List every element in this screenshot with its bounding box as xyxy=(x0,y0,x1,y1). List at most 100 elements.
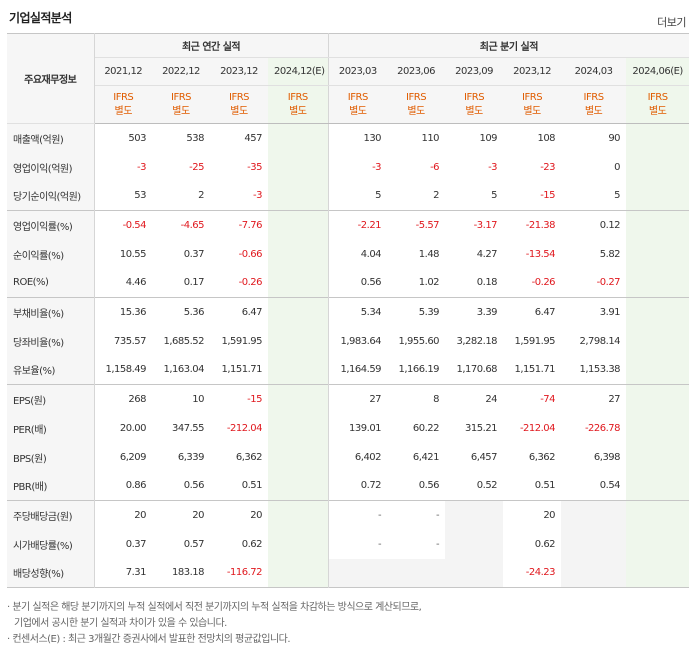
ifrs-type-label: 별도 xyxy=(349,105,367,117)
table-row: 부채비율(%) 15.36 5.36 6.47 5.34 5.39 3.39 6.47 3.91 xyxy=(7,297,690,327)
table-cell: 0.17 xyxy=(183,277,205,289)
table-cell: - xyxy=(327,500,388,530)
ifrs-badge: IFRS 별도 xyxy=(445,85,504,124)
table-cell: -23 xyxy=(540,161,556,173)
table-cell xyxy=(561,500,627,530)
table-cell: 130 xyxy=(327,123,388,153)
row-label: 부채비율(%) xyxy=(7,297,95,327)
table-cell: 0.54 xyxy=(599,480,621,492)
ifrs-badge: IFRS 별도 xyxy=(327,85,388,124)
table-cell: 503 xyxy=(128,132,146,144)
period-header: 2021,12 xyxy=(94,57,152,86)
table-cell: -0.54 xyxy=(94,210,152,240)
table-cell xyxy=(626,471,690,501)
row-label: 시가배당률(%) xyxy=(7,529,95,559)
table-cell xyxy=(626,326,690,356)
table-row: 순이익률(%) 10.55 0.37 -0.66 4.04 1.48 4.27 -13.54 5… xyxy=(7,239,690,269)
table-cell: -7.76 xyxy=(210,210,268,240)
table-cell: 6.47 xyxy=(503,297,562,327)
more-link[interactable]: 더보기 xyxy=(657,16,686,29)
table-cell xyxy=(327,558,388,588)
table-cell: 6.47 xyxy=(210,297,268,327)
table-cell xyxy=(626,500,690,530)
table-cell xyxy=(268,442,329,472)
table-cell xyxy=(268,326,329,356)
table-cell: 6,339 xyxy=(177,451,205,463)
row-label: EPS(원) xyxy=(7,384,95,414)
table-cell xyxy=(626,123,690,153)
table-cell: 0.56 xyxy=(183,480,205,492)
table-row: 당좌비율(%) 735.57 1,685.52 1,591.95 1,983.64 1,9… xyxy=(7,326,690,356)
table-cell: -6 xyxy=(430,161,440,173)
table-cell: -3 xyxy=(327,152,388,182)
quarter-group-header: 최근 분기 실적 xyxy=(327,33,690,58)
period-header: 2024,12(E) xyxy=(268,57,329,86)
table-cell: 0.18 xyxy=(476,277,498,289)
table-row: 매출액(억원) 503 538 457 130 110 109 108 90 xyxy=(7,123,690,153)
table-cell: 6,362 xyxy=(235,451,263,463)
ifrs-label: IFRS xyxy=(522,91,543,103)
table-row: 유보율(%) 1,158.49 1,163.04 1,151.71 1,164.59 1,… xyxy=(7,355,690,385)
table-cell: 6,398 xyxy=(593,451,621,463)
table-cell xyxy=(268,123,329,153)
table-cell: -15 xyxy=(210,384,268,414)
ifrs-label: IFRS xyxy=(464,91,485,103)
ifrs-label: IFRS xyxy=(347,91,368,103)
period-header: 2023,12 xyxy=(503,57,562,86)
table-cell xyxy=(268,210,329,240)
table-cell: 1.48 xyxy=(418,248,440,260)
table-cell: 8 xyxy=(387,384,446,414)
table-cell: 109 xyxy=(479,132,498,144)
table-row: 당기순이익(억원) 53 2 -3 5 2 5 -15 5 xyxy=(7,181,690,211)
table-cell xyxy=(626,413,690,443)
table-row: PER(배) 20.00 347.55 -212.04 139.01 60.22 315.2… xyxy=(7,413,690,443)
ifrs-badge: IFRS 별도 xyxy=(561,85,627,124)
table-cell: - xyxy=(387,500,446,530)
ifrs-type-label: 별도 xyxy=(407,105,425,117)
financial-table: 주요재무정보 최근 연간 실적 최근 분기 실적 2021,12 2022,12 2… xyxy=(7,33,690,588)
table-cell: 0.12 xyxy=(561,210,627,240)
table-row: 영업이익(억원) -3 -25 -35 -3 -6 -3 -23 0 xyxy=(7,152,690,182)
table-cell: 0.37 xyxy=(183,248,205,260)
ifrs-type-label: 별도 xyxy=(648,105,667,117)
table-cell xyxy=(268,471,329,501)
table-row: 영업이익률(%) -0.54 -4.65 -7.76 -2.21 -5.57 -3.17 -2… xyxy=(7,210,690,240)
table-cell: 5 xyxy=(614,190,621,202)
table-cell xyxy=(268,152,329,182)
table-cell: 0.52 xyxy=(476,480,498,492)
table-cell xyxy=(268,413,329,443)
table-cell xyxy=(626,152,690,182)
table-cell: 5.36 xyxy=(152,297,210,327)
table-cell: 7.31 xyxy=(125,567,147,579)
ifrs-label: IFRS xyxy=(406,91,427,103)
row-label: PBR(배) xyxy=(7,471,95,501)
table-cell: 5 xyxy=(491,190,498,202)
table-cell: 5.34 xyxy=(327,297,388,327)
table-cell xyxy=(561,529,627,559)
table-cell: -3 xyxy=(488,161,498,173)
table-cell: 5.39 xyxy=(387,297,446,327)
table-cell: 3,282.18 xyxy=(456,335,498,347)
table-cell: 0.62 xyxy=(241,538,263,550)
ifrs-type-label: 별도 xyxy=(172,105,190,117)
table-cell: 1,685.52 xyxy=(163,335,204,347)
row-label: 영업이익률(%) xyxy=(7,210,95,240)
table-cell: 0.56 xyxy=(327,268,388,298)
table-cell xyxy=(268,181,329,211)
table-cell: -24.23 xyxy=(525,567,556,579)
table-cell: 6,362 xyxy=(528,451,556,463)
table-cell: 315.21 xyxy=(465,422,498,434)
table-cell: 457 xyxy=(244,132,262,144)
table-cell: -3.17 xyxy=(445,210,504,240)
table-cell: -74 xyxy=(503,384,562,414)
table-cell: 27 xyxy=(327,384,388,414)
ifrs-badge: IFRS 별도 xyxy=(210,85,268,124)
table-cell: 183.18 xyxy=(172,567,205,579)
table-row: BPS(원) 6,209 6,339 6,362 6,402 6,421 6,457 6,36… xyxy=(7,442,690,472)
row-label: ROE(%) xyxy=(7,268,95,298)
table-cell: 60.22 xyxy=(412,422,440,434)
footnote-1-cont: 기업에서 공시한 분기 실적과 차이가 있을 수 있습니다. xyxy=(14,618,227,629)
ifrs-label: IFRS xyxy=(113,91,134,103)
table-cell: -15 xyxy=(540,190,556,202)
table-cell: 538 xyxy=(186,132,204,144)
